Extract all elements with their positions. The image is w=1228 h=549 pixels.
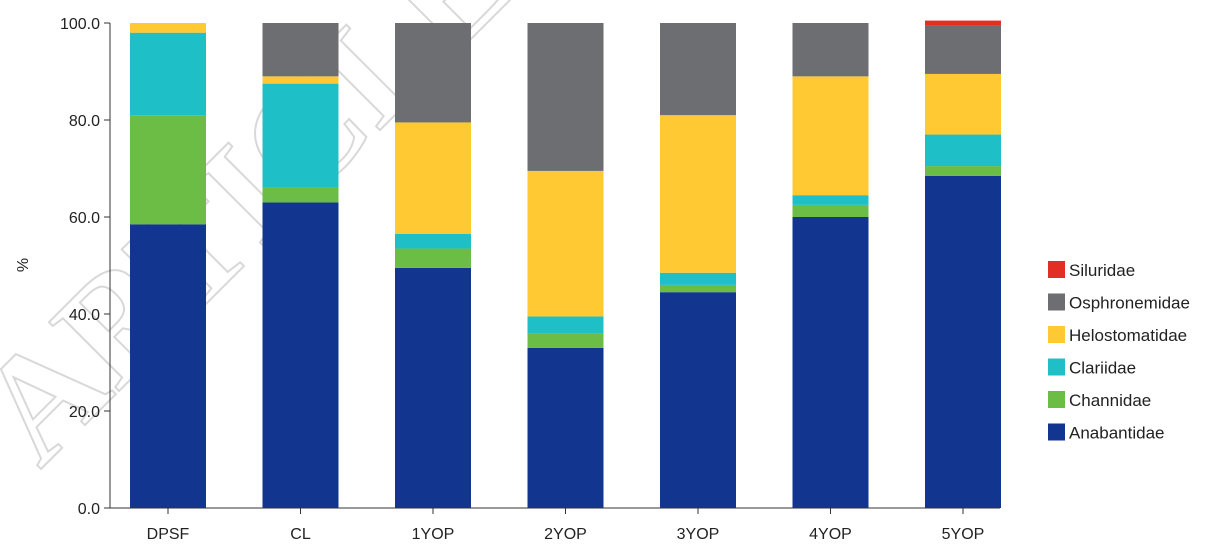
y-tick-label: 100.0 xyxy=(60,16,100,33)
bar-segment-channidae-5yop xyxy=(925,166,1001,176)
bar-segment-anabantidae-dpsf xyxy=(130,224,206,508)
legend-label-anabantidae: Anabantidae xyxy=(1069,424,1164,443)
bar-segment-anabantidae-5yop xyxy=(925,175,1001,508)
bar-segment-osphronemidae-2yop xyxy=(527,23,604,171)
legend-label-channidae: Channidae xyxy=(1069,391,1151,410)
axes: 0.0 20.0 40.0 60.0 80.0 100.0 DPSF CL 1YOP 2YOP 3Y… xyxy=(60,16,1000,543)
legend-swatch-clariidae xyxy=(1048,358,1065,376)
legend-label-clariidae: Clariidae xyxy=(1069,359,1136,378)
x-tick-label-cl: CL xyxy=(290,526,311,543)
bar-segment-channidae-3yop xyxy=(660,284,736,293)
legend-swatch-channidae xyxy=(1048,391,1065,408)
bar-segment-channidae-cl xyxy=(262,187,339,203)
legend: Siluridae Osphronemidae Helostomatidae Clar… xyxy=(1048,261,1190,443)
bar-segment-clariidae-1yop xyxy=(395,233,471,249)
bar-segment-helostomatidae-5yop xyxy=(925,73,1001,135)
y-tick-label: 0.0 xyxy=(78,501,100,518)
bar-segment-helostomatidae-2yop xyxy=(527,170,604,317)
bar-segment-clariidae-dpsf xyxy=(130,32,206,116)
bar-segment-clariidae-2yop xyxy=(527,316,604,334)
bar-segment-channidae-1yop xyxy=(395,248,471,268)
bar-segment-osphronemidae-3yop xyxy=(660,23,736,116)
y-tick-label: 80.0 xyxy=(69,113,100,130)
bar-segment-osphronemidae-1yop xyxy=(395,23,471,123)
bar-segment-osphronemidae-5yop xyxy=(925,25,1001,74)
x-tick-label-2yop: 2YOP xyxy=(544,526,587,543)
legend-swatch-osphronemidae xyxy=(1048,293,1065,311)
bar-segment-siluridae-5yop xyxy=(925,20,1001,26)
bar-segment-anabantidae-4yop xyxy=(792,217,869,508)
bar-segment-clariidae-3yop xyxy=(660,272,736,285)
y-tick-label: 60.0 xyxy=(69,210,100,227)
legend-label-siluridae: Siluridae xyxy=(1069,261,1135,280)
bar-segment-helostomatidae-3yop xyxy=(660,115,736,273)
bar-segment-helostomatidae-1yop xyxy=(395,122,471,234)
bar-segment-anabantidae-3yop xyxy=(660,292,736,508)
x-tick-label-3yop: 3YOP xyxy=(677,526,720,543)
bar-segment-anabantidae-cl xyxy=(262,202,339,508)
bar-segment-osphronemidae-4yop xyxy=(792,23,869,77)
y-tick-label: 40.0 xyxy=(69,307,100,324)
bar-segment-clariidae-5yop xyxy=(925,134,1001,167)
legend-swatch-helostomatidae xyxy=(1048,326,1065,343)
bar-segment-clariidae-cl xyxy=(262,83,339,188)
bar-segment-helostomatidae-cl xyxy=(262,76,339,84)
bar-segment-channidae-dpsf xyxy=(130,115,206,225)
bar-segment-helostomatidae-4yop xyxy=(792,76,869,196)
legend-label-osphronemidae: Osphronemidae xyxy=(1069,294,1190,313)
x-tick-label-1yop: 1YOP xyxy=(412,526,455,543)
x-tick-label-5yop: 5YOP xyxy=(942,526,985,543)
legend-swatch-siluridae xyxy=(1048,261,1065,278)
bar-segment-clariidae-4yop xyxy=(792,195,869,205)
bar-segment-helostomatidae-dpsf xyxy=(130,23,206,33)
bar-segment-channidae-4yop xyxy=(792,204,869,217)
bar-segment-osphronemidae-cl xyxy=(262,23,339,77)
legend-label-helostomatidae: Helostomatidae xyxy=(1069,326,1187,345)
y-tick-label: 20.0 xyxy=(69,404,100,421)
bar-segment-anabantidae-1yop xyxy=(395,267,471,508)
bars xyxy=(130,20,1001,508)
bar-segment-channidae-2yop xyxy=(527,333,604,348)
y-axis-title: % xyxy=(15,258,32,272)
x-tick-label-4yop: 4YOP xyxy=(809,526,852,543)
x-tick-label-dpsf: DPSF xyxy=(147,526,190,543)
bar-segment-anabantidae-2yop xyxy=(527,347,604,508)
legend-swatch-anabantidae xyxy=(1048,423,1065,441)
